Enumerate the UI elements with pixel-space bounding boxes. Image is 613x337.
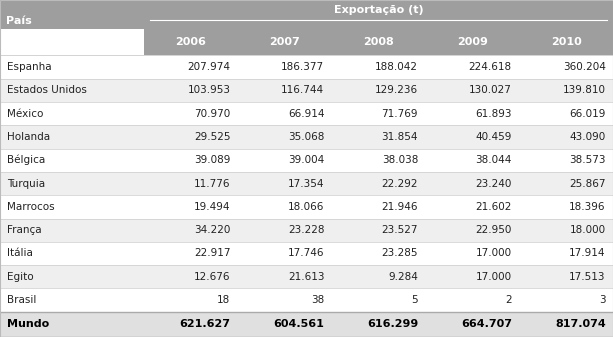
Text: 2009: 2009	[457, 37, 488, 47]
Text: México: México	[7, 109, 44, 119]
Text: 2006: 2006	[175, 37, 207, 47]
Text: 817.074: 817.074	[555, 319, 606, 329]
Text: 23.285: 23.285	[381, 248, 418, 258]
Text: 21.602: 21.602	[476, 202, 512, 212]
Bar	[0, 288, 613, 312]
Text: 188.042: 188.042	[375, 62, 418, 72]
Text: 35.068: 35.068	[288, 132, 324, 142]
Text: 2008: 2008	[363, 37, 394, 47]
Text: 139.810: 139.810	[563, 85, 606, 95]
Text: 38.038: 38.038	[382, 155, 418, 165]
Text: 21.946: 21.946	[381, 202, 418, 212]
Bar	[0, 265, 613, 288]
Text: 19.494: 19.494	[194, 202, 230, 212]
Text: Holanda: Holanda	[7, 132, 50, 142]
Text: 3: 3	[599, 295, 606, 305]
Text: 616.299: 616.299	[367, 319, 418, 329]
Text: 40.459: 40.459	[476, 132, 512, 142]
Text: 61.893: 61.893	[475, 109, 512, 119]
Text: 224.618: 224.618	[469, 62, 512, 72]
Text: Marrocos: Marrocos	[7, 202, 55, 212]
Text: 31.854: 31.854	[381, 132, 418, 142]
Text: França: França	[7, 225, 42, 235]
Text: 9.284: 9.284	[388, 272, 418, 282]
Text: 66.914: 66.914	[287, 109, 324, 119]
Text: 186.377: 186.377	[281, 62, 324, 72]
Text: 39.089: 39.089	[194, 155, 230, 165]
Text: Exportação (t): Exportação (t)	[333, 5, 424, 15]
Text: Bélgica: Bélgica	[7, 155, 45, 165]
Bar	[0, 0, 613, 29]
Text: 360.204: 360.204	[563, 62, 606, 72]
Bar	[0, 102, 613, 125]
Text: Egito: Egito	[7, 272, 34, 282]
Text: 18.396: 18.396	[569, 202, 606, 212]
Text: 17.914: 17.914	[569, 248, 606, 258]
Text: 5: 5	[411, 295, 418, 305]
Text: Mundo: Mundo	[7, 319, 50, 329]
Bar	[0, 218, 613, 242]
Text: 207.974: 207.974	[188, 62, 230, 72]
Bar	[144, 29, 613, 55]
Text: 29.525: 29.525	[194, 132, 230, 142]
Text: 2007: 2007	[269, 37, 300, 47]
Text: 22.292: 22.292	[381, 179, 418, 189]
Text: 23.527: 23.527	[381, 225, 418, 235]
Text: 39.004: 39.004	[288, 155, 324, 165]
Text: 103.953: 103.953	[188, 85, 230, 95]
Text: 17.513: 17.513	[569, 272, 606, 282]
Text: 38.573: 38.573	[569, 155, 606, 165]
Text: 22.950: 22.950	[476, 225, 512, 235]
Text: Brasil: Brasil	[7, 295, 37, 305]
Text: 38: 38	[311, 295, 324, 305]
Text: 71.769: 71.769	[381, 109, 418, 119]
Text: 11.776: 11.776	[194, 179, 230, 189]
Text: 23.240: 23.240	[476, 179, 512, 189]
Text: 664.707: 664.707	[461, 319, 512, 329]
Text: 70.970: 70.970	[194, 109, 230, 119]
Bar	[0, 149, 613, 172]
Text: 17.746: 17.746	[287, 248, 324, 258]
Text: 21.613: 21.613	[287, 272, 324, 282]
Text: 38.044: 38.044	[476, 155, 512, 165]
Text: 18.066: 18.066	[288, 202, 324, 212]
Bar	[0, 242, 613, 265]
Text: 34.220: 34.220	[194, 225, 230, 235]
Text: 17.354: 17.354	[287, 179, 324, 189]
Text: 22.917: 22.917	[194, 248, 230, 258]
Text: 130.027: 130.027	[469, 85, 512, 95]
Text: 18.000: 18.000	[569, 225, 606, 235]
Text: País: País	[6, 16, 32, 26]
Text: 23.228: 23.228	[287, 225, 324, 235]
Text: 12.676: 12.676	[194, 272, 230, 282]
Text: Estados Unidos: Estados Unidos	[7, 85, 87, 95]
Text: 17.000: 17.000	[476, 272, 512, 282]
Text: 17.000: 17.000	[476, 248, 512, 258]
Bar	[0, 55, 613, 79]
Bar	[0, 195, 613, 218]
Text: 2010: 2010	[550, 37, 582, 47]
Text: Itália: Itália	[7, 248, 33, 258]
Text: 66.019: 66.019	[569, 109, 606, 119]
Text: 2: 2	[505, 295, 512, 305]
Text: 129.236: 129.236	[375, 85, 418, 95]
Text: Turquia: Turquia	[7, 179, 45, 189]
Bar	[0, 79, 613, 102]
Text: 43.090: 43.090	[569, 132, 606, 142]
Bar	[0, 125, 613, 149]
Text: 116.744: 116.744	[281, 85, 324, 95]
Text: Espanha: Espanha	[7, 62, 52, 72]
Text: 25.867: 25.867	[569, 179, 606, 189]
Text: 604.561: 604.561	[273, 319, 324, 329]
Bar	[0, 312, 613, 337]
Bar	[0, 172, 613, 195]
Text: 18: 18	[217, 295, 230, 305]
Text: 621.627: 621.627	[180, 319, 230, 329]
